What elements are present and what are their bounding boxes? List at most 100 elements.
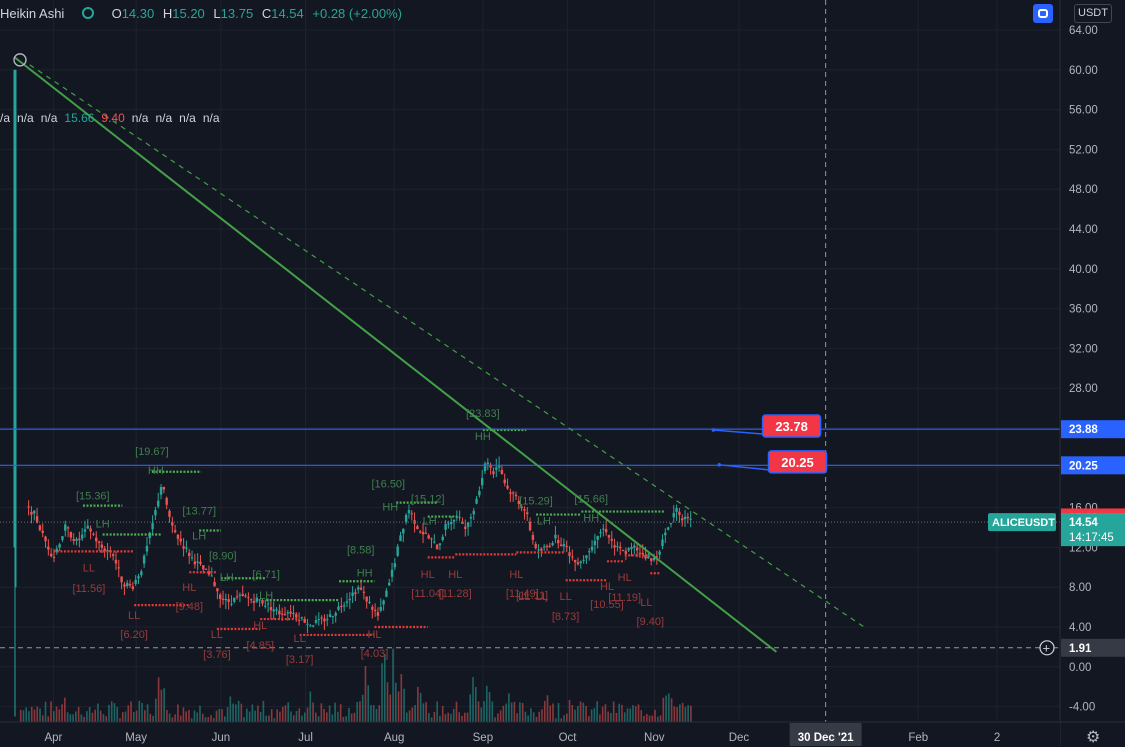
volume-bar — [654, 709, 656, 725]
indicator-value: n/a — [40, 111, 58, 125]
pivot-label: HL — [421, 569, 435, 581]
volume-bar — [138, 700, 141, 725]
volume-bar — [640, 710, 643, 725]
volume-bar — [64, 697, 66, 725]
candle-body — [596, 536, 599, 540]
callout-pointer — [719, 464, 769, 471]
volume-bar — [428, 712, 430, 725]
pivot-label: [19.67] — [135, 446, 169, 458]
y-tick-label: 8.00 — [1069, 582, 1091, 594]
candle-body — [489, 464, 492, 468]
volume-bar — [110, 701, 113, 725]
pivot-label: [10.55] — [590, 599, 624, 611]
candle-body — [292, 613, 295, 615]
candle-body — [283, 613, 287, 615]
volume-bar — [25, 707, 28, 725]
candle-body — [466, 522, 470, 527]
volume-bar — [323, 708, 325, 725]
indicator-value: n/a — [202, 111, 220, 125]
candle-body — [196, 561, 199, 563]
candle-body — [500, 470, 504, 474]
candle-body — [528, 521, 532, 531]
candle-body — [351, 592, 354, 596]
candle-body — [469, 517, 473, 519]
pivot-label: HL — [618, 572, 632, 584]
candle-body — [376, 612, 380, 616]
candle-body — [681, 518, 684, 521]
callout-pointer — [713, 429, 763, 435]
volume-bar — [339, 704, 342, 725]
candle-body — [551, 543, 554, 546]
candle-body — [199, 561, 202, 564]
symbol-tag — [988, 513, 1056, 532]
candle-body — [593, 540, 597, 546]
candle-body — [27, 506, 30, 508]
volume-bar — [320, 703, 323, 725]
candle-series — [13, 69, 692, 717]
volume-bar — [590, 709, 593, 725]
candle-body — [371, 606, 374, 610]
candle-body — [80, 534, 84, 539]
candle-body — [204, 568, 208, 570]
volume-bar — [86, 711, 88, 725]
volume-bar — [375, 709, 378, 725]
candle-body — [635, 547, 639, 551]
volume-bar — [356, 702, 358, 725]
time-axis — [0, 722, 1060, 746]
volume-bar — [361, 694, 364, 725]
candle-body — [514, 494, 518, 497]
volume-bar — [116, 707, 119, 725]
volume-bar — [276, 709, 279, 725]
volume-bar — [452, 709, 455, 725]
volume-bar — [254, 710, 256, 725]
high-key: H — [162, 6, 173, 21]
candle-body — [585, 555, 588, 559]
candle-body — [216, 588, 219, 592]
candle-body — [689, 518, 692, 520]
volume-bar — [568, 699, 571, 725]
currency-button[interactable]: USDT — [1074, 4, 1112, 23]
callout-box — [761, 414, 822, 438]
candle-body — [252, 600, 256, 603]
volume-bar — [77, 706, 80, 725]
candle-body — [534, 544, 537, 549]
pivot-label: [3.76] — [203, 649, 231, 661]
candle-body — [666, 527, 670, 530]
volume-bar — [146, 704, 149, 725]
volume-bar — [102, 714, 105, 725]
volume-bar — [629, 708, 632, 725]
volume-bar — [477, 701, 480, 725]
countdown-text: 14:17:45 — [1069, 532, 1114, 544]
candle-body — [461, 521, 464, 524]
y-tick-label: 40.00 — [1069, 264, 1098, 276]
sync-icon[interactable] — [1033, 4, 1053, 23]
volume-bar — [607, 711, 609, 725]
candle-body — [675, 508, 678, 512]
candle-body — [317, 619, 320, 621]
pivot-label: [4.85] — [246, 640, 274, 652]
volume-bar — [171, 717, 174, 725]
volume-bar — [345, 716, 347, 725]
candle-body — [334, 613, 337, 616]
crosshair-date-tag — [789, 723, 862, 746]
volume-bar — [488, 691, 491, 725]
volume-bar — [599, 714, 601, 725]
candle-body — [66, 527, 70, 529]
candle-body — [49, 553, 53, 557]
pivot-label: [8.73] — [552, 611, 580, 623]
candle-body — [604, 529, 608, 533]
volume-bar — [626, 708, 629, 725]
volume-bar — [546, 695, 549, 725]
visibility-eye-icon[interactable] — [81, 7, 94, 19]
volume-bar — [433, 711, 436, 725]
volume-bar — [317, 716, 320, 725]
pivot-label: HH — [475, 431, 491, 443]
gear-icon[interactable]: ⚙ — [1086, 729, 1101, 746]
candle-body — [278, 610, 281, 615]
candle-body — [638, 552, 642, 554]
volume-bar — [185, 711, 187, 725]
candle-body — [75, 538, 78, 541]
candle-body — [478, 490, 481, 496]
indicator-value: n/a — [17, 111, 34, 125]
